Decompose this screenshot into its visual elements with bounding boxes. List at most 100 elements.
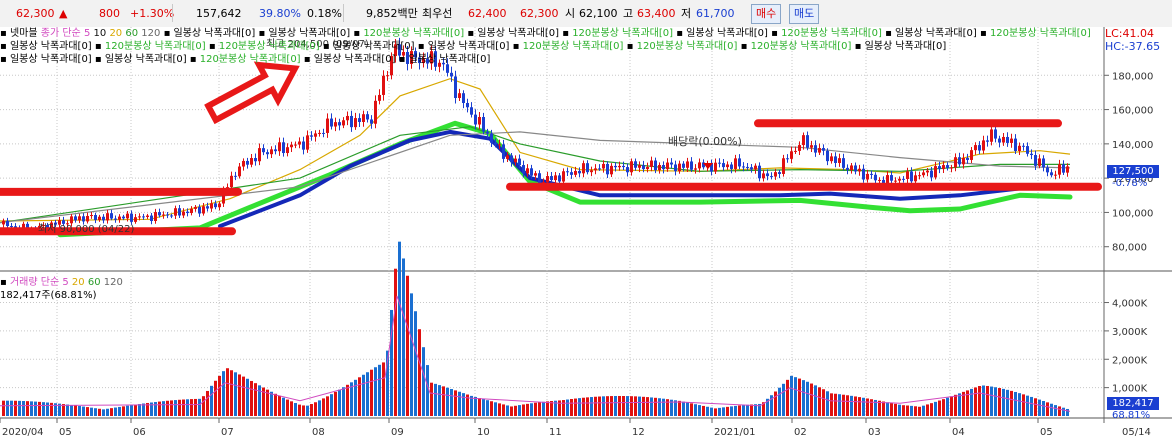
indicator-label[interactable]: 120분봉상 낙폭과대[0] bbox=[199, 54, 301, 65]
volume-legend: ▪ 거래량 단순 5 20 60 120 182,417주(68.81%) bbox=[0, 276, 123, 302]
legend-box-icon[interactable]: ▪ bbox=[559, 28, 573, 39]
volume-bar bbox=[602, 396, 605, 416]
candle bbox=[538, 173, 541, 185]
volume-bar bbox=[618, 395, 621, 416]
volume-bar bbox=[306, 405, 309, 416]
legend-box-icon[interactable]: ▪ bbox=[91, 54, 105, 65]
volume-bar bbox=[410, 293, 413, 416]
indicator-label[interactable]: 일봉상 낙폭과대[0] bbox=[104, 54, 187, 65]
legend-box-icon[interactable]: ▪ bbox=[767, 28, 782, 39]
indicator-label[interactable]: 일봉상 낙폭과대[0] bbox=[313, 54, 396, 65]
indicator-label[interactable]: 일봉상 낙폭과대[0] bbox=[9, 54, 92, 65]
indicator-label[interactable]: 120분봉상 낙폭과대[0] bbox=[218, 41, 320, 52]
candle bbox=[866, 173, 869, 180]
indicator-label[interactable]: 120분봉상 낙폭과대[0] bbox=[104, 41, 206, 52]
legend-box-icon[interactable]: ▪ bbox=[0, 41, 10, 52]
volume-bar bbox=[654, 397, 657, 416]
volume-bar bbox=[478, 398, 481, 416]
volume-bar bbox=[702, 405, 705, 416]
legend-box-icon[interactable]: ▪ bbox=[0, 277, 7, 288]
candle bbox=[578, 170, 581, 174]
volume-bar bbox=[246, 378, 249, 416]
candle bbox=[426, 58, 429, 64]
candle bbox=[950, 167, 953, 169]
legend-row-1: ▪ 넷마블 종가 단순 5 10 20 60 120 ▪ 일봉상 낙폭과대[0]… bbox=[0, 27, 1100, 40]
indicator-label[interactable]: 일봉상 낙폭과대[0] bbox=[9, 41, 92, 52]
volume-bar bbox=[614, 395, 617, 416]
sell-button[interactable]: 매도 bbox=[789, 4, 820, 24]
legend-box-icon[interactable]: ▪ bbox=[414, 41, 428, 52]
indicator-label[interactable]: 일봉상 낙폭과대[0] bbox=[686, 28, 768, 39]
stock-chart[interactable]: 80,000 100,000 120,000 140,000 160,000 180,00… bbox=[0, 27, 1172, 441]
x-tick-label: 07 bbox=[221, 427, 234, 438]
x-tick-label: 08 bbox=[312, 427, 325, 438]
candle bbox=[682, 163, 685, 168]
stock-name[interactable]: 넷마블 bbox=[9, 28, 38, 39]
indicator-label[interactable]: 120분봉상 낙폭과대[0] bbox=[636, 41, 738, 52]
candle bbox=[306, 135, 309, 150]
indicator-label[interactable]: 일봉상 낙폭과대[0] bbox=[173, 28, 256, 39]
indicator-label[interactable]: 일봉상 낙폭과대[0] bbox=[427, 41, 510, 52]
volume-bar bbox=[738, 405, 741, 416]
volume-bar bbox=[838, 394, 841, 416]
legend-box-icon[interactable]: ▪ bbox=[91, 41, 105, 52]
legend-box-icon[interactable]: ▪ bbox=[395, 54, 409, 65]
legend-box-icon[interactable]: ▪ bbox=[300, 54, 314, 65]
indicator-label[interactable]: 일봉상 낙폭과대[0] bbox=[268, 28, 351, 39]
volume-bar bbox=[498, 403, 501, 416]
legend-box-icon[interactable]: ▪ bbox=[881, 28, 896, 39]
volume-bar bbox=[230, 370, 233, 416]
volume-bar bbox=[734, 405, 737, 416]
legend-box-icon[interactable]: ▪ bbox=[205, 41, 219, 52]
legend-box-icon[interactable]: ▪ bbox=[623, 41, 637, 52]
indicator-label[interactable]: 일봉상 낙폭과대[0] bbox=[895, 28, 977, 39]
indicator-label[interactable]: 120분봉상 낙폭과대[0] bbox=[363, 28, 465, 39]
volume-bar bbox=[526, 403, 529, 416]
legend-box-icon[interactable]: ▪ bbox=[163, 28, 174, 39]
legend-box-icon[interactable]: ▪ bbox=[509, 41, 523, 52]
trade-volume: 157,642 bbox=[196, 7, 242, 20]
buy-button[interactable]: 매수 bbox=[751, 4, 782, 24]
volume-bar bbox=[1050, 403, 1053, 416]
volume-bar bbox=[1058, 406, 1061, 416]
legend-box-icon[interactable]: ▪ bbox=[0, 54, 10, 65]
legend-box-icon[interactable]: ▪ bbox=[673, 28, 687, 39]
candle bbox=[566, 171, 569, 173]
legend-box-icon[interactable]: ▪ bbox=[255, 28, 269, 39]
indicator-label[interactable]: 일봉상 낙폭과대[0] bbox=[332, 41, 415, 52]
legend-box-icon[interactable]: ▪ bbox=[464, 28, 478, 39]
legend-box-icon[interactable]: ▪ bbox=[737, 41, 751, 52]
indicator-label[interactable]: 120분봉상 낙폭과대[0] bbox=[522, 41, 624, 52]
candle bbox=[794, 150, 797, 152]
volume-bar bbox=[510, 406, 513, 416]
volume-bar bbox=[490, 401, 493, 416]
legend-box-icon[interactable]: ▪ bbox=[976, 28, 990, 39]
candle bbox=[210, 203, 213, 209]
volume-bar bbox=[346, 384, 349, 416]
indicator-label[interactable]: 120분봉상 낙폭과대[0] bbox=[572, 28, 674, 39]
indicator-label[interactable]: 120분봉상 낙폭과대[0] bbox=[781, 28, 882, 39]
candle bbox=[662, 165, 665, 170]
candle bbox=[242, 160, 245, 167]
indicator-label[interactable]: 일봉상 낙폭과대[0] bbox=[408, 54, 491, 65]
legend-box-icon[interactable]: ▪ bbox=[0, 28, 7, 39]
candle bbox=[98, 216, 101, 220]
volume-bar bbox=[378, 364, 381, 416]
candle bbox=[1014, 138, 1017, 152]
indicator-label[interactable]: 일봉상 낙폭과대[0] bbox=[864, 41, 947, 52]
candle bbox=[702, 162, 705, 168]
candle bbox=[910, 171, 913, 182]
legend-box-icon[interactable]: ▪ bbox=[350, 28, 364, 39]
volume-bar bbox=[322, 398, 325, 416]
candle bbox=[282, 142, 285, 154]
candle bbox=[106, 213, 109, 221]
candle bbox=[2, 220, 5, 225]
legend-box-icon[interactable]: ▪ bbox=[319, 41, 333, 52]
indicator-label[interactable]: 120분봉상 낙폭과대[0] bbox=[989, 28, 1091, 39]
candle bbox=[234, 175, 237, 177]
legend-box-icon[interactable]: ▪ bbox=[186, 54, 200, 65]
indicator-label[interactable]: 120분봉상 낙폭과대[0] bbox=[750, 41, 852, 52]
indicator-label[interactable]: 일봉상 낙폭과대[0] bbox=[477, 28, 560, 39]
volume-bar bbox=[362, 374, 365, 416]
legend-box-icon[interactable]: ▪ bbox=[851, 41, 865, 52]
